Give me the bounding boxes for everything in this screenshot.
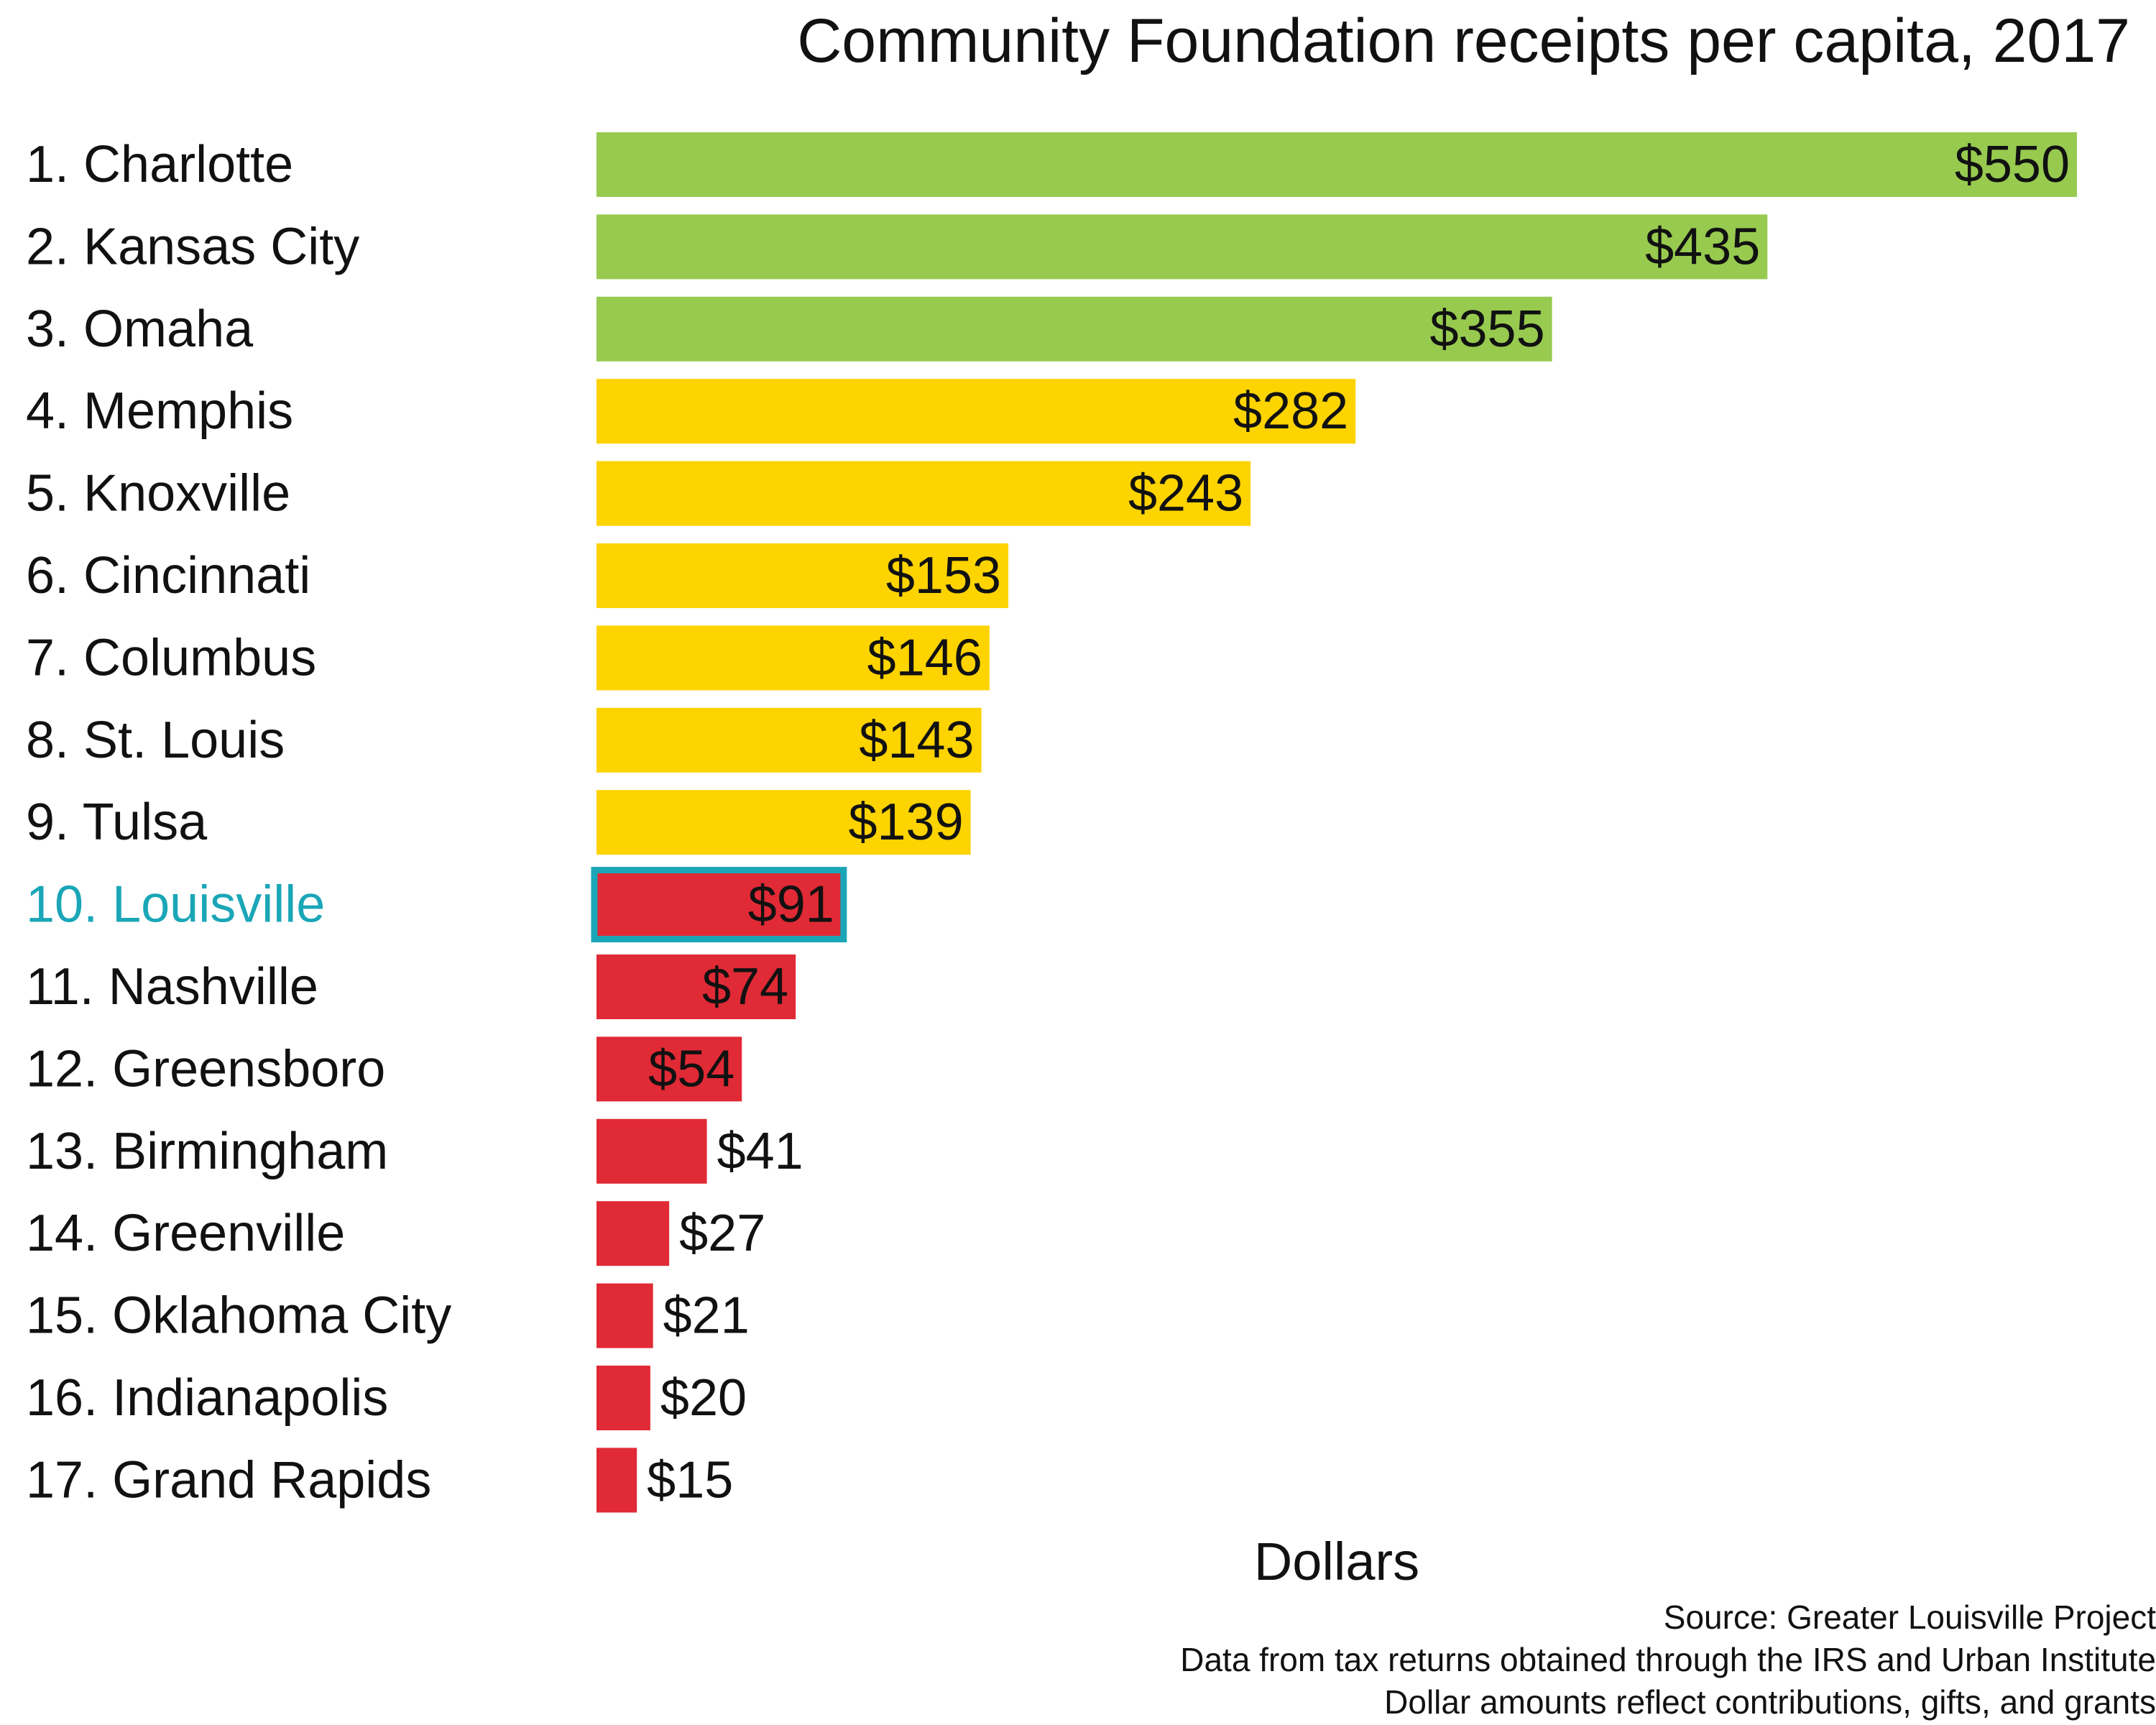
category-label-grand-rapids: 17. Grand Rapids bbox=[26, 1451, 431, 1509]
category-label-nashville: 11. Nashville bbox=[26, 958, 318, 1016]
bar-cincinnati bbox=[596, 543, 1009, 608]
category-label-louisville: 10. Louisville bbox=[26, 876, 325, 934]
data-label-kansas-city: $435 bbox=[1645, 218, 1760, 275]
bar-birmingham bbox=[596, 1118, 707, 1184]
data-label-greensboro: $54 bbox=[648, 1040, 734, 1098]
bar-columbus bbox=[596, 625, 990, 691]
data-label-knoxville: $243 bbox=[1128, 465, 1243, 523]
category-label-birmingham: 13. Birmingham bbox=[26, 1123, 388, 1180]
highlight-outline bbox=[591, 867, 847, 943]
amounts-note: Dollar amounts reflect contributions, gi… bbox=[1384, 1683, 2156, 1721]
bar-indianapolis bbox=[596, 1366, 650, 1430]
data-label-nashville: $74 bbox=[702, 958, 788, 1016]
data-label-columbus: $146 bbox=[867, 629, 982, 686]
bar-charlotte bbox=[596, 132, 2077, 197]
data-label-birmingham: $41 bbox=[717, 1123, 803, 1180]
data-label-charlotte: $550 bbox=[1955, 136, 2070, 193]
bar-nashville bbox=[596, 954, 796, 1019]
bar-greensboro bbox=[596, 1036, 742, 1102]
category-label-columbus: 7. Columbus bbox=[26, 629, 316, 686]
category-label-cincinnati: 6. Cincinnati bbox=[26, 547, 310, 604]
chart-title: Community Foundation receipts per capita… bbox=[797, 6, 2130, 75]
category-label-memphis: 4. Memphis bbox=[26, 382, 293, 440]
source-note: Source: Greater Louisville Project bbox=[1663, 1598, 2156, 1636]
data-label-cincinnati: $153 bbox=[886, 547, 1001, 604]
data-label-st-louis: $143 bbox=[859, 712, 974, 769]
category-label-charlotte: 1. Charlotte bbox=[26, 136, 293, 193]
bar-memphis bbox=[596, 379, 1356, 444]
bar-st-louis bbox=[596, 707, 982, 773]
data-label-indianapolis: $20 bbox=[660, 1369, 747, 1427]
data-label-oklahoma-city: $21 bbox=[663, 1287, 750, 1345]
category-label-tulsa: 9. Tulsa bbox=[26, 794, 208, 851]
category-label-st-louis: 8. St. Louis bbox=[26, 712, 285, 769]
bar-grand-rapids bbox=[596, 1448, 637, 1513]
data-label-greenville: $27 bbox=[679, 1205, 765, 1262]
bar-louisville bbox=[596, 872, 842, 937]
data-label-tulsa: $139 bbox=[848, 794, 963, 851]
data-label-grand-rapids: $15 bbox=[647, 1451, 733, 1509]
x-axis-label: Dollars bbox=[1253, 1532, 1420, 1591]
category-label-greensboro: 12. Greensboro bbox=[26, 1040, 385, 1098]
category-label-indianapolis: 16. Indianapolis bbox=[26, 1369, 388, 1427]
bar-tulsa bbox=[596, 790, 971, 855]
data-label-memphis: $282 bbox=[1233, 382, 1348, 440]
bar-omaha bbox=[596, 296, 1552, 362]
category-label-greenville: 14. Greenville bbox=[26, 1205, 345, 1262]
bar-greenville bbox=[596, 1201, 670, 1266]
bar-kansas-city bbox=[596, 214, 1768, 280]
data-label-louisville: $91 bbox=[748, 876, 834, 934]
bar-knoxville bbox=[596, 461, 1251, 526]
category-label-knoxville: 5. Knoxville bbox=[26, 465, 290, 523]
category-label-oklahoma-city: 15. Oklahoma City bbox=[26, 1287, 451, 1345]
category-label-kansas-city: 2. Kansas City bbox=[26, 218, 359, 275]
bar-oklahoma-city bbox=[596, 1283, 653, 1348]
category-label-omaha: 3. Omaha bbox=[26, 300, 254, 358]
data-note: Data from tax returns obtained through t… bbox=[1180, 1641, 2156, 1678]
data-label-omaha: $355 bbox=[1429, 300, 1544, 358]
